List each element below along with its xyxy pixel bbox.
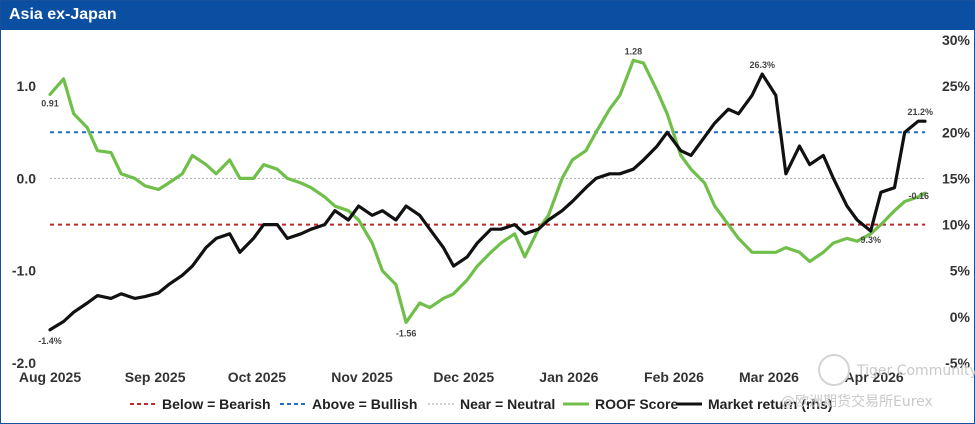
right-tick-label: 0% [950, 309, 971, 325]
data-label: 26.3% [749, 60, 775, 70]
left-tick-label: -2.0 [12, 355, 36, 371]
data-label: -1.4% [38, 336, 62, 346]
series-line-0 [48, 58, 927, 324]
x-tick-label: Nov 2025 [331, 369, 393, 385]
x-tick-label: Oct 2025 [228, 369, 287, 385]
data-label: 9.3% [860, 235, 881, 245]
legend-label-4: Market return (rhs) [708, 396, 832, 412]
x-axis: Aug 2025 Sep 2025 Oct 2025 Nov 2025 Dec 2025… [19, 369, 904, 385]
x-tick-label: Aug 2025 [19, 369, 81, 385]
legend: Below = Bearish Above = Bullish Near = Neu… [130, 396, 832, 412]
right-tick-label: 25% [942, 78, 971, 94]
x-tick-label: Feb 2026 [644, 369, 704, 385]
x-tick-label: Mar 2026 [739, 369, 799, 385]
right-tick-label: 15% [942, 170, 971, 186]
series-layer [48, 58, 927, 332]
chart-title-bar: Asia ex-Japan [1, 1, 974, 30]
left-tick-label: 1.0 [17, 78, 37, 94]
watermark-text-1: Tiger Community [856, 363, 975, 379]
data-labels: 0.91 -1.56 1.28 -0.16 -1.4% 26.3% 9.3% 21.2% [38, 46, 933, 345]
chart-title: Asia ex-Japan [9, 6, 117, 23]
legend-label-2: Near = Neutral [460, 396, 555, 412]
right-tick-label: 5% [950, 263, 971, 279]
left-tick-label: -1.0 [12, 263, 36, 279]
left-axis: 1.0 0.0 -1.0 -2.0 [12, 78, 36, 371]
right-tick-label: -5% [945, 355, 970, 371]
data-label: -1.56 [396, 328, 417, 338]
right-axis: 30% 25% 20% 15% 10% 5% 0% -5% [942, 32, 971, 371]
x-tick-label: Apr 2026 [845, 369, 904, 385]
legend-label-3: ROOF Score [595, 396, 678, 412]
x-tick-label: Dec 2025 [433, 369, 494, 385]
x-tick-label: Jan 2026 [539, 369, 598, 385]
data-label: 0.91 [41, 98, 59, 108]
legend-label-1: Above = Bullish [312, 396, 417, 412]
right-tick-label: 30% [942, 32, 971, 48]
watermark: Tiger Community @欧洲期货交易所Eurex [781, 354, 975, 410]
watermark-text-2: @欧洲期货交易所Eurex [781, 393, 933, 410]
series-line-1 [48, 72, 927, 332]
x-tick-label: Sep 2025 [125, 369, 186, 385]
left-tick-label: 0.0 [17, 170, 37, 186]
data-label: 1.28 [625, 46, 643, 56]
right-tick-label: 20% [942, 124, 971, 140]
data-label: 21.2% [907, 107, 933, 117]
data-label: -0.16 [908, 191, 929, 201]
legend-label-0: Below = Bearish [162, 396, 271, 412]
reference-lines [50, 131, 925, 226]
right-tick-label: 10% [942, 217, 971, 233]
